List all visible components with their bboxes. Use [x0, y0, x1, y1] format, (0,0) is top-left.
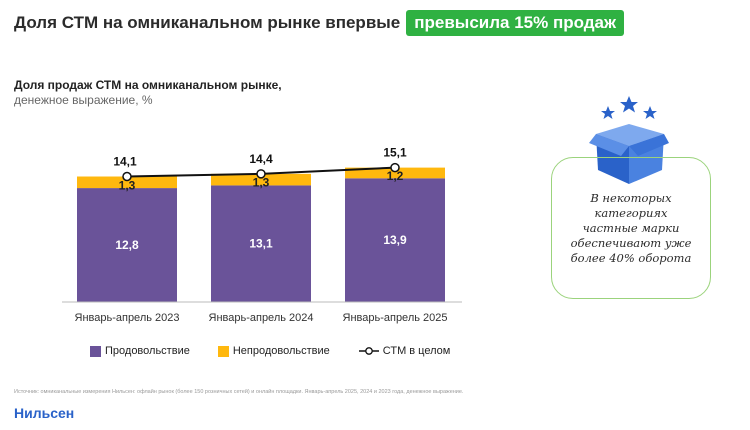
- bar-food-1: [211, 185, 311, 302]
- point-total-0: [122, 171, 132, 182]
- label-total-1: 14,4: [249, 152, 273, 166]
- point-total-2: [390, 162, 400, 173]
- label-nonfood-2: 1,2: [387, 169, 404, 183]
- legend: Продовольствие Непродовольствие СТМ в це…: [90, 345, 478, 357]
- bar-food-2: [345, 178, 445, 302]
- callout-text: В некоторых категориях частные марки обе…: [570, 190, 692, 265]
- label-food-2: 13,9: [383, 233, 407, 247]
- x-tick-label-1: Январь-апрель 2024: [209, 312, 314, 324]
- bar-nonfood-1: [211, 173, 311, 186]
- legend-label-nonfood: Непродовольствие: [232, 345, 330, 357]
- label-nonfood-1: 1,3: [253, 176, 270, 190]
- point-total-1: [256, 169, 266, 179]
- headline: Доля СТМ на омниканальном рынке впервые …: [14, 10, 625, 36]
- legend-item-food: Продовольствие: [90, 345, 190, 357]
- headline-highlight: превысила 15% продаж: [406, 10, 625, 36]
- callout-box: В некоторых категориях частные марки обе…: [551, 157, 711, 299]
- legend-label-food: Продовольствие: [105, 345, 190, 357]
- legend-item-nonfood: Непродовольствие: [217, 345, 330, 357]
- label-food-1: 13,1: [249, 237, 273, 251]
- legend-line-marker-icon: [358, 347, 379, 355]
- x-tick-label-2: Январь-апрель 2025: [343, 312, 448, 324]
- label-food-0: 12,8: [115, 238, 139, 252]
- legend-swatch-nonfood: [217, 345, 229, 357]
- source-note: Источник: омниканальные измерения Нильсе…: [14, 389, 464, 395]
- legend-label-total: СТМ в целом: [382, 345, 451, 357]
- legend-item-total: СТМ в целом: [358, 345, 451, 357]
- chart-subtitle: Доля продаж СТМ на омниканальном рынке, …: [14, 78, 282, 108]
- gift-box-stars-icon: [589, 96, 669, 184]
- label-total-2: 15,1: [383, 146, 407, 160]
- bar-food-0: [77, 188, 177, 302]
- x-tick-label-0: Январь-апрель 2023: [75, 312, 180, 324]
- chart-unit: денежное выражение, %: [14, 93, 153, 107]
- bar-nonfood-2: [345, 167, 445, 179]
- label-total-0: 14,1: [113, 155, 137, 169]
- legend-swatch-food: [90, 345, 101, 357]
- nielsen-logo: Нильсен: [14, 405, 75, 421]
- chart-title: Доля продаж СТМ на омниканальном рынке,: [14, 78, 282, 92]
- headline-text: Доля СТМ на омниканальном рынке впервые: [14, 13, 401, 32]
- label-nonfood-0: 1,3: [119, 178, 136, 192]
- bar-nonfood-0: [77, 176, 177, 189]
